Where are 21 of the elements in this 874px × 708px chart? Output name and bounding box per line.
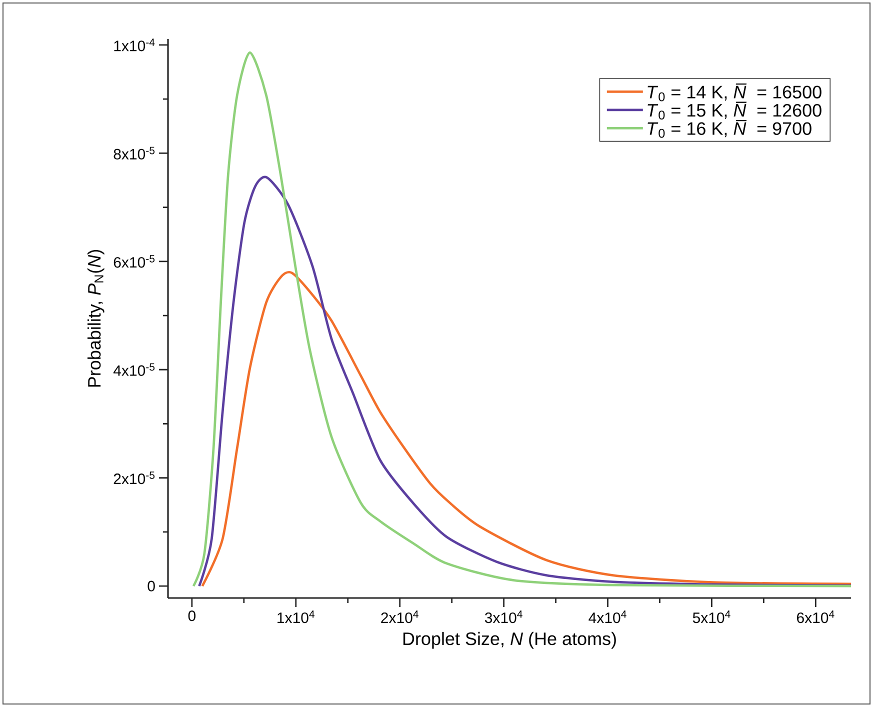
x-tick-label: 6x10$^{4}$ xyxy=(796,610,834,624)
y-tick-label: 6x10$^{-5}$ xyxy=(114,255,155,268)
legend-label: T$_{0}$ = 16 K, N̅ = 9700 xyxy=(648,120,812,138)
legend-label: T$_{0}$ = 15 K, N̅ = 12600 xyxy=(648,102,822,120)
x-tick-label: 2x10$^{4}$ xyxy=(381,610,418,624)
legend-label: T$_{0}$ = 14 K, N̅ = 16500 xyxy=(648,84,822,102)
x-tick-label: 5x10$^{4}$ xyxy=(692,610,730,624)
x-tick-label: 1x10$^{4}$ xyxy=(278,610,314,624)
x-tick-label: 0 xyxy=(188,610,196,622)
x-axis-title: Droplet Size, N (He atoms) xyxy=(403,632,616,649)
y-axis-title: Probability, P$_{N}$(N) xyxy=(87,250,104,387)
x-tick-label: 4x10$^{4}$ xyxy=(588,610,626,624)
y-tick-label: 2x10$^{-5}$ xyxy=(114,472,155,484)
y-tick-label: 4x10$^{-5}$ xyxy=(113,363,155,376)
y-tick-label: 0 xyxy=(148,580,155,592)
line-series xyxy=(198,176,852,588)
y-tick-label: 8x10$^{-5}$ xyxy=(114,146,155,160)
x-tick-label: 3x10$^{4}$ xyxy=(484,610,522,624)
line-series xyxy=(192,51,852,588)
line-series xyxy=(201,272,852,588)
y-tick-label: 1x10$^{-4}$ xyxy=(114,38,155,52)
